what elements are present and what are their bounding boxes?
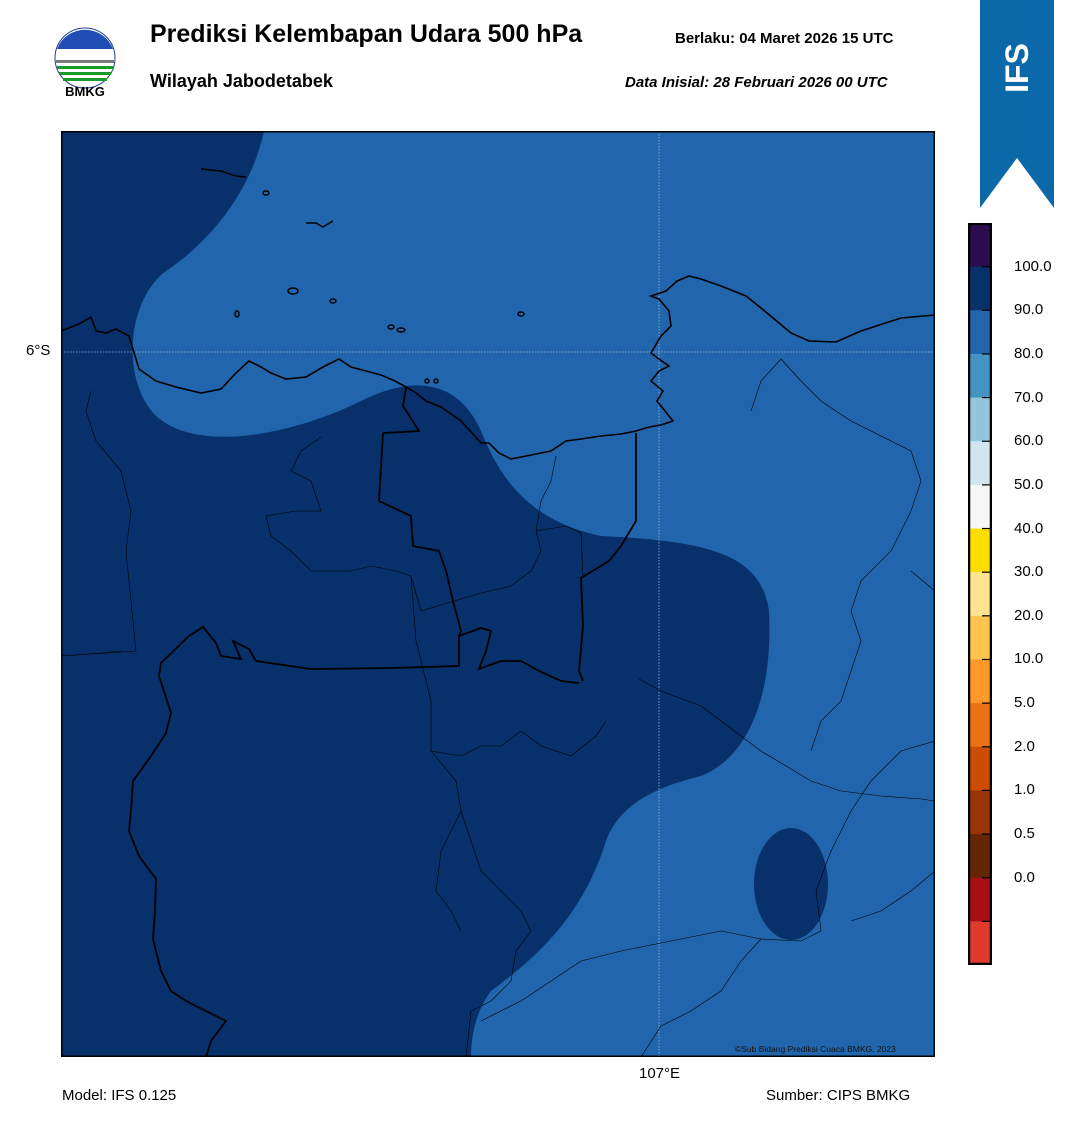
colorbar-band — [968, 353, 992, 399]
bmkg-logo — [54, 27, 116, 89]
colorbar-tick-label: 80.0 — [1014, 344, 1044, 362]
colorbar-band — [968, 528, 992, 573]
district-boundaries — [61, 358, 935, 1057]
colorbar-band — [968, 266, 992, 311]
colorbar-band — [968, 484, 992, 530]
credit-text: ©Sub Bidang Prediksi Cuaca BMKG, 2023 — [735, 1044, 896, 1054]
humidity-map — [61, 131, 935, 1057]
colorbar-band — [968, 659, 992, 704]
islands — [200, 168, 525, 384]
colorbar-band — [968, 223, 992, 268]
colorbar-band — [968, 615, 992, 660]
colorbar-band — [968, 834, 992, 879]
colorbar-tick-label: 0.0 — [1014, 868, 1035, 886]
lon-label: 107°E — [639, 1065, 681, 1082]
coastline — [61, 275, 935, 460]
model-label: Model: IFS 0.125 — [62, 1087, 177, 1104]
colorbar-tick-label: 2.0 — [1014, 737, 1035, 755]
colorbar-tick-label: 1.0 — [1014, 781, 1035, 799]
colorbar-tick-label: 30.0 — [1014, 563, 1044, 581]
map-title: Prediksi Kelembapan Udara 500 hPa — [150, 20, 583, 48]
colorbar-band — [968, 703, 992, 748]
colorbar-tick-label: 20.0 — [1014, 606, 1044, 624]
colorbar-tick-label: 90.0 — [1014, 301, 1044, 319]
colorbar-band — [968, 921, 992, 965]
map-subtitle: Wilayah Jabodetabek — [150, 71, 333, 91]
colorbar-band — [968, 572, 992, 617]
colorbar-tick-label: 5.0 — [1014, 694, 1035, 712]
humidity-90-100-pocket — [754, 828, 828, 940]
colorbar-tick-label: 50.0 — [1014, 475, 1044, 493]
colorbar — [968, 223, 992, 965]
colorbar-band — [968, 397, 992, 442]
source-label: Sumber: CIPS BMKG — [766, 1087, 911, 1104]
model-ribbon: IFS — [980, 0, 1054, 208]
colorbar-band — [968, 310, 992, 355]
humidity-90-100-area — [61, 131, 770, 1057]
colorbar-band — [968, 441, 992, 486]
valid-time: Berlaku: 04 Maret 2026 15 UTC — [675, 30, 894, 47]
colorbar-band — [968, 746, 992, 791]
colorbar-tick-label: 40.0 — [1014, 519, 1044, 537]
init-time: Data Inisial: 28 Februari 2026 00 UTC — [625, 74, 888, 91]
colorbar-tick-label: 0.5 — [1014, 825, 1035, 843]
lat-label: 6°S — [26, 342, 51, 359]
colorbar-band — [968, 877, 992, 922]
logo-text: BMKG — [65, 84, 105, 99]
colorbar-tick-label: 10.0 — [1014, 650, 1044, 668]
model-tag-text: IFS — [999, 43, 1035, 93]
colorbar-tick-label: 60.0 — [1014, 432, 1044, 450]
colorbar-band — [968, 790, 992, 835]
colorbar-tick-label: 100.0 — [1014, 257, 1052, 275]
province-boundaries — [128, 386, 637, 1057]
colorbar-tick-label: 70.0 — [1014, 388, 1044, 406]
